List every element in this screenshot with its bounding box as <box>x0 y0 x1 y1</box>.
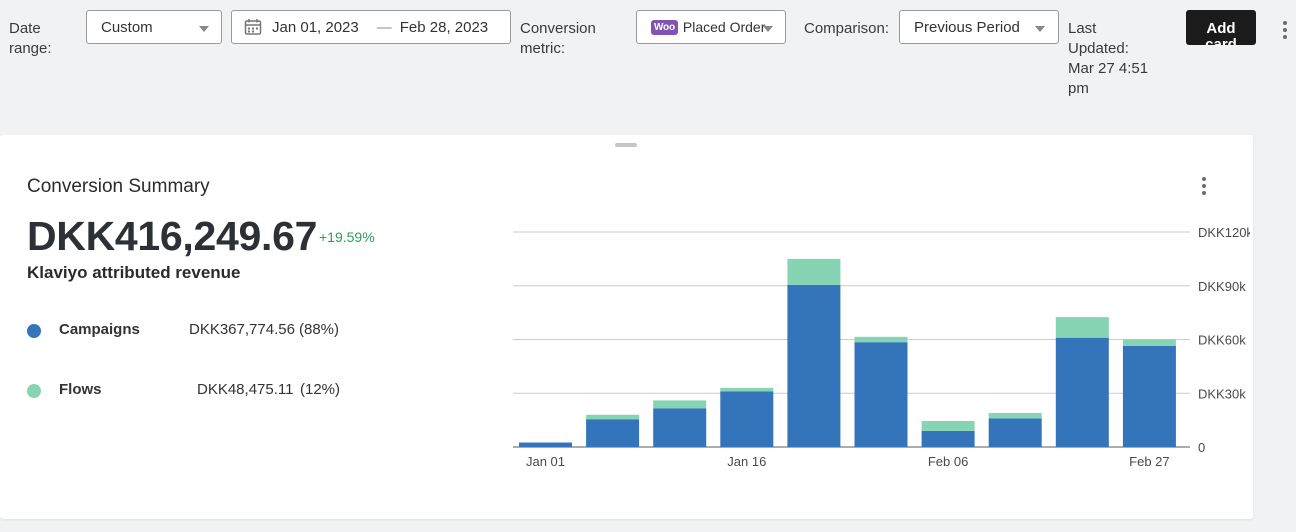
chevron-down-icon <box>1035 26 1045 32</box>
last-updated-text: Last Updated: Mar 27 4:51 pm <box>1068 19 1148 99</box>
bar-flows-feb-11[interactable] <box>988 412 1042 419</box>
conversion-metric-select[interactable]: Woo Placed Order <box>636 10 786 44</box>
bar-flows-jan-08[interactable] <box>586 414 640 420</box>
bar-campaigns-jan-08[interactable] <box>586 419 640 447</box>
total-revenue-value: DKK416,249.67 <box>27 213 318 259</box>
legend-label: Flows <box>59 381 102 398</box>
card-title: Conversion Summary <box>27 176 210 197</box>
end-date-input[interactable]: Feb 28, 2023 <box>399 18 489 36</box>
date-range-label-line2: range: <box>9 40 52 57</box>
revenue-subtitle: Klaviyo attributed revenue <box>27 263 241 282</box>
card-more-options-icon[interactable] <box>1201 177 1207 198</box>
conversion-summary-card: Conversion Summary DKK416,249.67 +19.59%… <box>0 135 1253 519</box>
legend-percent: (88%) <box>299 321 340 338</box>
filter-toolbar: Date range: Custom Jan 01, 2023 — Feb 28… <box>0 0 1296 120</box>
last-updated-line4: pm <box>1068 80 1089 97</box>
date-range-label: Date range: <box>9 19 52 59</box>
conversion-bar-chart: 0 DKK30k DKK60k DKK90k DKK120k Jan 01 Jan 16 Fe… <box>513 225 1250 469</box>
conversion-label-line1: Conversion <box>520 20 596 37</box>
bar-campaigns-jan-27[interactable] <box>854 342 908 447</box>
y-tick-label: DKK90k <box>1198 279 1246 294</box>
bar-campaigns-feb-27[interactable] <box>1122 345 1176 447</box>
bar-campaigns-feb-06[interactable] <box>921 430 975 447</box>
chevron-down-icon <box>763 26 773 32</box>
calendar-icon <box>244 19 262 35</box>
comparison-label: Comparison: <box>804 20 890 37</box>
date-preset-value: Custom <box>101 18 153 36</box>
drag-handle[interactable] <box>615 143 637 147</box>
revenue-change-badge: +19.59% <box>319 229 375 245</box>
bar-campaigns-feb-11[interactable] <box>988 418 1042 447</box>
last-updated-line3: Mar 27 4:51 <box>1068 60 1149 77</box>
bar-campaigns-jan-12[interactable] <box>653 408 707 447</box>
conversion-metric-label: Conversion metric: <box>520 19 596 59</box>
date-separator: — <box>376 18 392 36</box>
start-date-input[interactable]: Jan 01, 2023 <box>272 18 359 36</box>
page-more-options-icon[interactable] <box>1282 21 1288 42</box>
x-tick-label: Feb 27 <box>1129 454 1169 469</box>
bar-flows-jan-16[interactable] <box>720 387 774 392</box>
x-tick-label: Feb 06 <box>928 454 968 469</box>
date-preset-select[interactable]: Custom <box>86 10 222 44</box>
legend-percent: (12%) <box>300 381 341 398</box>
legend-value: DKK367,774.56 <box>189 321 295 338</box>
y-tick-label: DKK30k <box>1198 386 1246 401</box>
legend-label: Campaigns <box>59 321 140 338</box>
x-tick-label: Jan 16 <box>727 454 766 469</box>
bar-flows-jan-27[interactable] <box>854 336 908 343</box>
comparison-select[interactable]: Previous Period <box>899 10 1059 44</box>
date-range-label-line1: Date <box>9 20 41 37</box>
bar-campaigns-feb-21[interactable] <box>1055 337 1109 447</box>
y-tick-label: 0 <box>1198 440 1205 455</box>
bar-campaigns-jan-16[interactable] <box>720 391 774 447</box>
add-card-button[interactable]: Add card <box>1186 10 1256 45</box>
last-updated-line1: Last <box>1068 20 1097 37</box>
campaigns-color-dot <box>27 324 41 338</box>
comparison-value: Previous Period <box>914 18 1020 36</box>
bar-campaigns-jan-21[interactable] <box>787 284 841 447</box>
y-tick-label: DKK60k <box>1198 333 1246 348</box>
date-range-picker[interactable]: Jan 01, 2023 — Feb 28, 2023 <box>231 10 511 44</box>
last-updated-line2: Updated: <box>1068 40 1129 57</box>
conversion-label-line2: metric: <box>520 40 565 57</box>
bar-campaigns-jan-01[interactable] <box>519 442 573 447</box>
bar-flows-feb-27[interactable] <box>1122 339 1176 346</box>
bar-flows-jan-12[interactable] <box>653 400 707 409</box>
bar-flows-feb-21[interactable] <box>1055 317 1109 338</box>
flows-color-dot <box>27 384 41 398</box>
chevron-down-icon <box>199 26 209 32</box>
bar-flows-feb-06[interactable] <box>921 421 975 431</box>
bar-flows-jan-21[interactable] <box>787 258 841 285</box>
woocommerce-icon: Woo <box>651 19 678 35</box>
add-card-label-line2: card <box>1205 36 1237 46</box>
add-card-label-line1: Add <box>1206 20 1236 37</box>
x-tick-label: Jan 01 <box>526 454 565 469</box>
y-tick-label: DKK120k <box>1198 225 1250 240</box>
conversion-metric-value: Placed Order <box>682 19 766 35</box>
legend-value: DKK48,475.11 <box>197 381 294 398</box>
